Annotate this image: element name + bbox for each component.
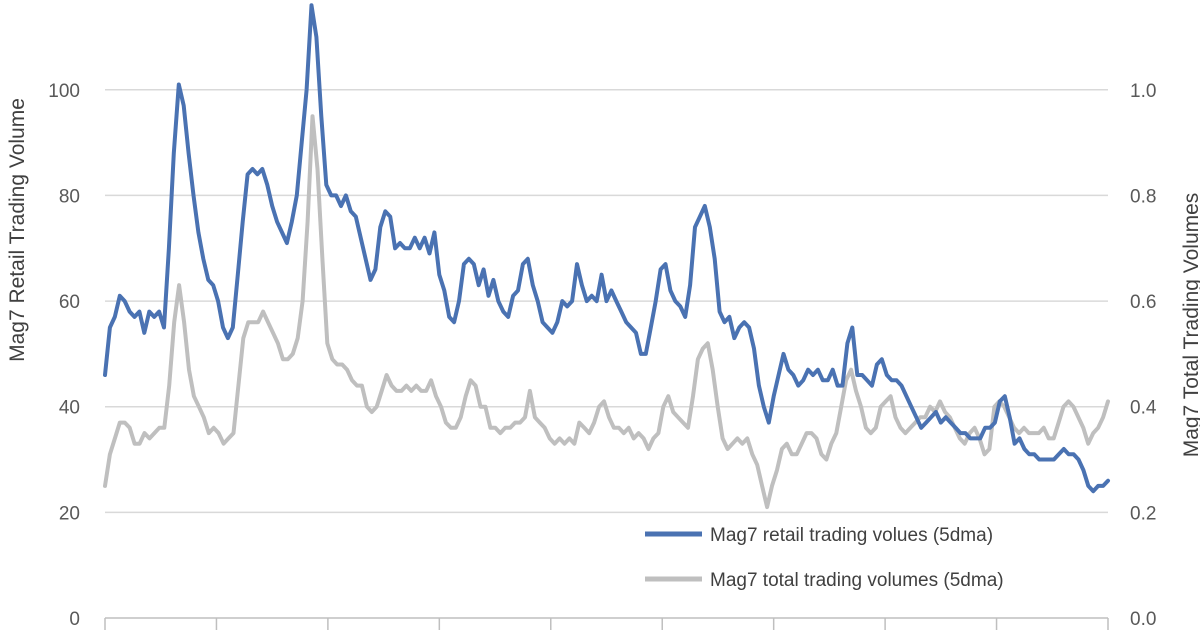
x-axis: [104, 617, 1109, 630]
left-tick-label: 60: [59, 292, 80, 313]
legend-label-total: Mag7 total trading volumes (5dma): [710, 570, 1004, 591]
right-tick-label: 1.0: [1130, 81, 1156, 102]
left-tick-label: 100: [48, 81, 80, 102]
right-axis-title: Mag7 Total Trading Volumes: [1180, 193, 1200, 458]
left-tick-label: 0: [69, 609, 80, 630]
left-axis-ticks: 0 20 40 60 80 100: [48, 81, 80, 630]
right-tick-label: 0.6: [1130, 292, 1156, 313]
right-tick-label: 0.2: [1130, 503, 1156, 524]
left-tick-label: 40: [59, 398, 80, 419]
right-tick-label: 0.8: [1130, 186, 1156, 207]
right-axis-ticks: 0.0 0.2 0.4 0.6 0.8 1.0: [1130, 81, 1157, 630]
left-tick-label: 80: [59, 186, 80, 207]
legend-label-retail: Mag7 retail trading volues (5dma): [710, 525, 993, 546]
series-line-total: [103, 114, 1110, 510]
series-line-retail: [103, 3, 1110, 494]
left-tick-label: 20: [59, 503, 80, 524]
right-tick-label: 0.4: [1130, 398, 1157, 419]
legend: Mag7 retail trading volues (5dma) Mag7 t…: [645, 525, 1004, 591]
right-tick-label: 0.0: [1130, 609, 1156, 630]
left-axis-title: Mag7 Retail Trading Volume: [6, 98, 29, 362]
series-layer: [103, 3, 1110, 510]
